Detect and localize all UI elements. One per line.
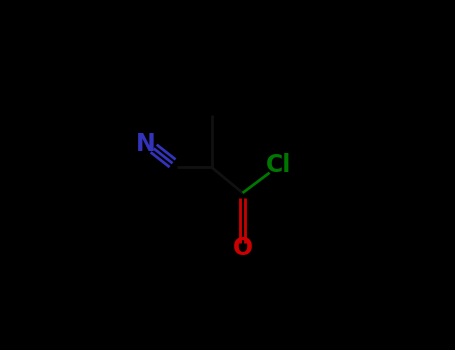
Text: O: O	[233, 236, 253, 260]
Text: N: N	[136, 132, 156, 156]
Text: Cl: Cl	[266, 153, 292, 177]
